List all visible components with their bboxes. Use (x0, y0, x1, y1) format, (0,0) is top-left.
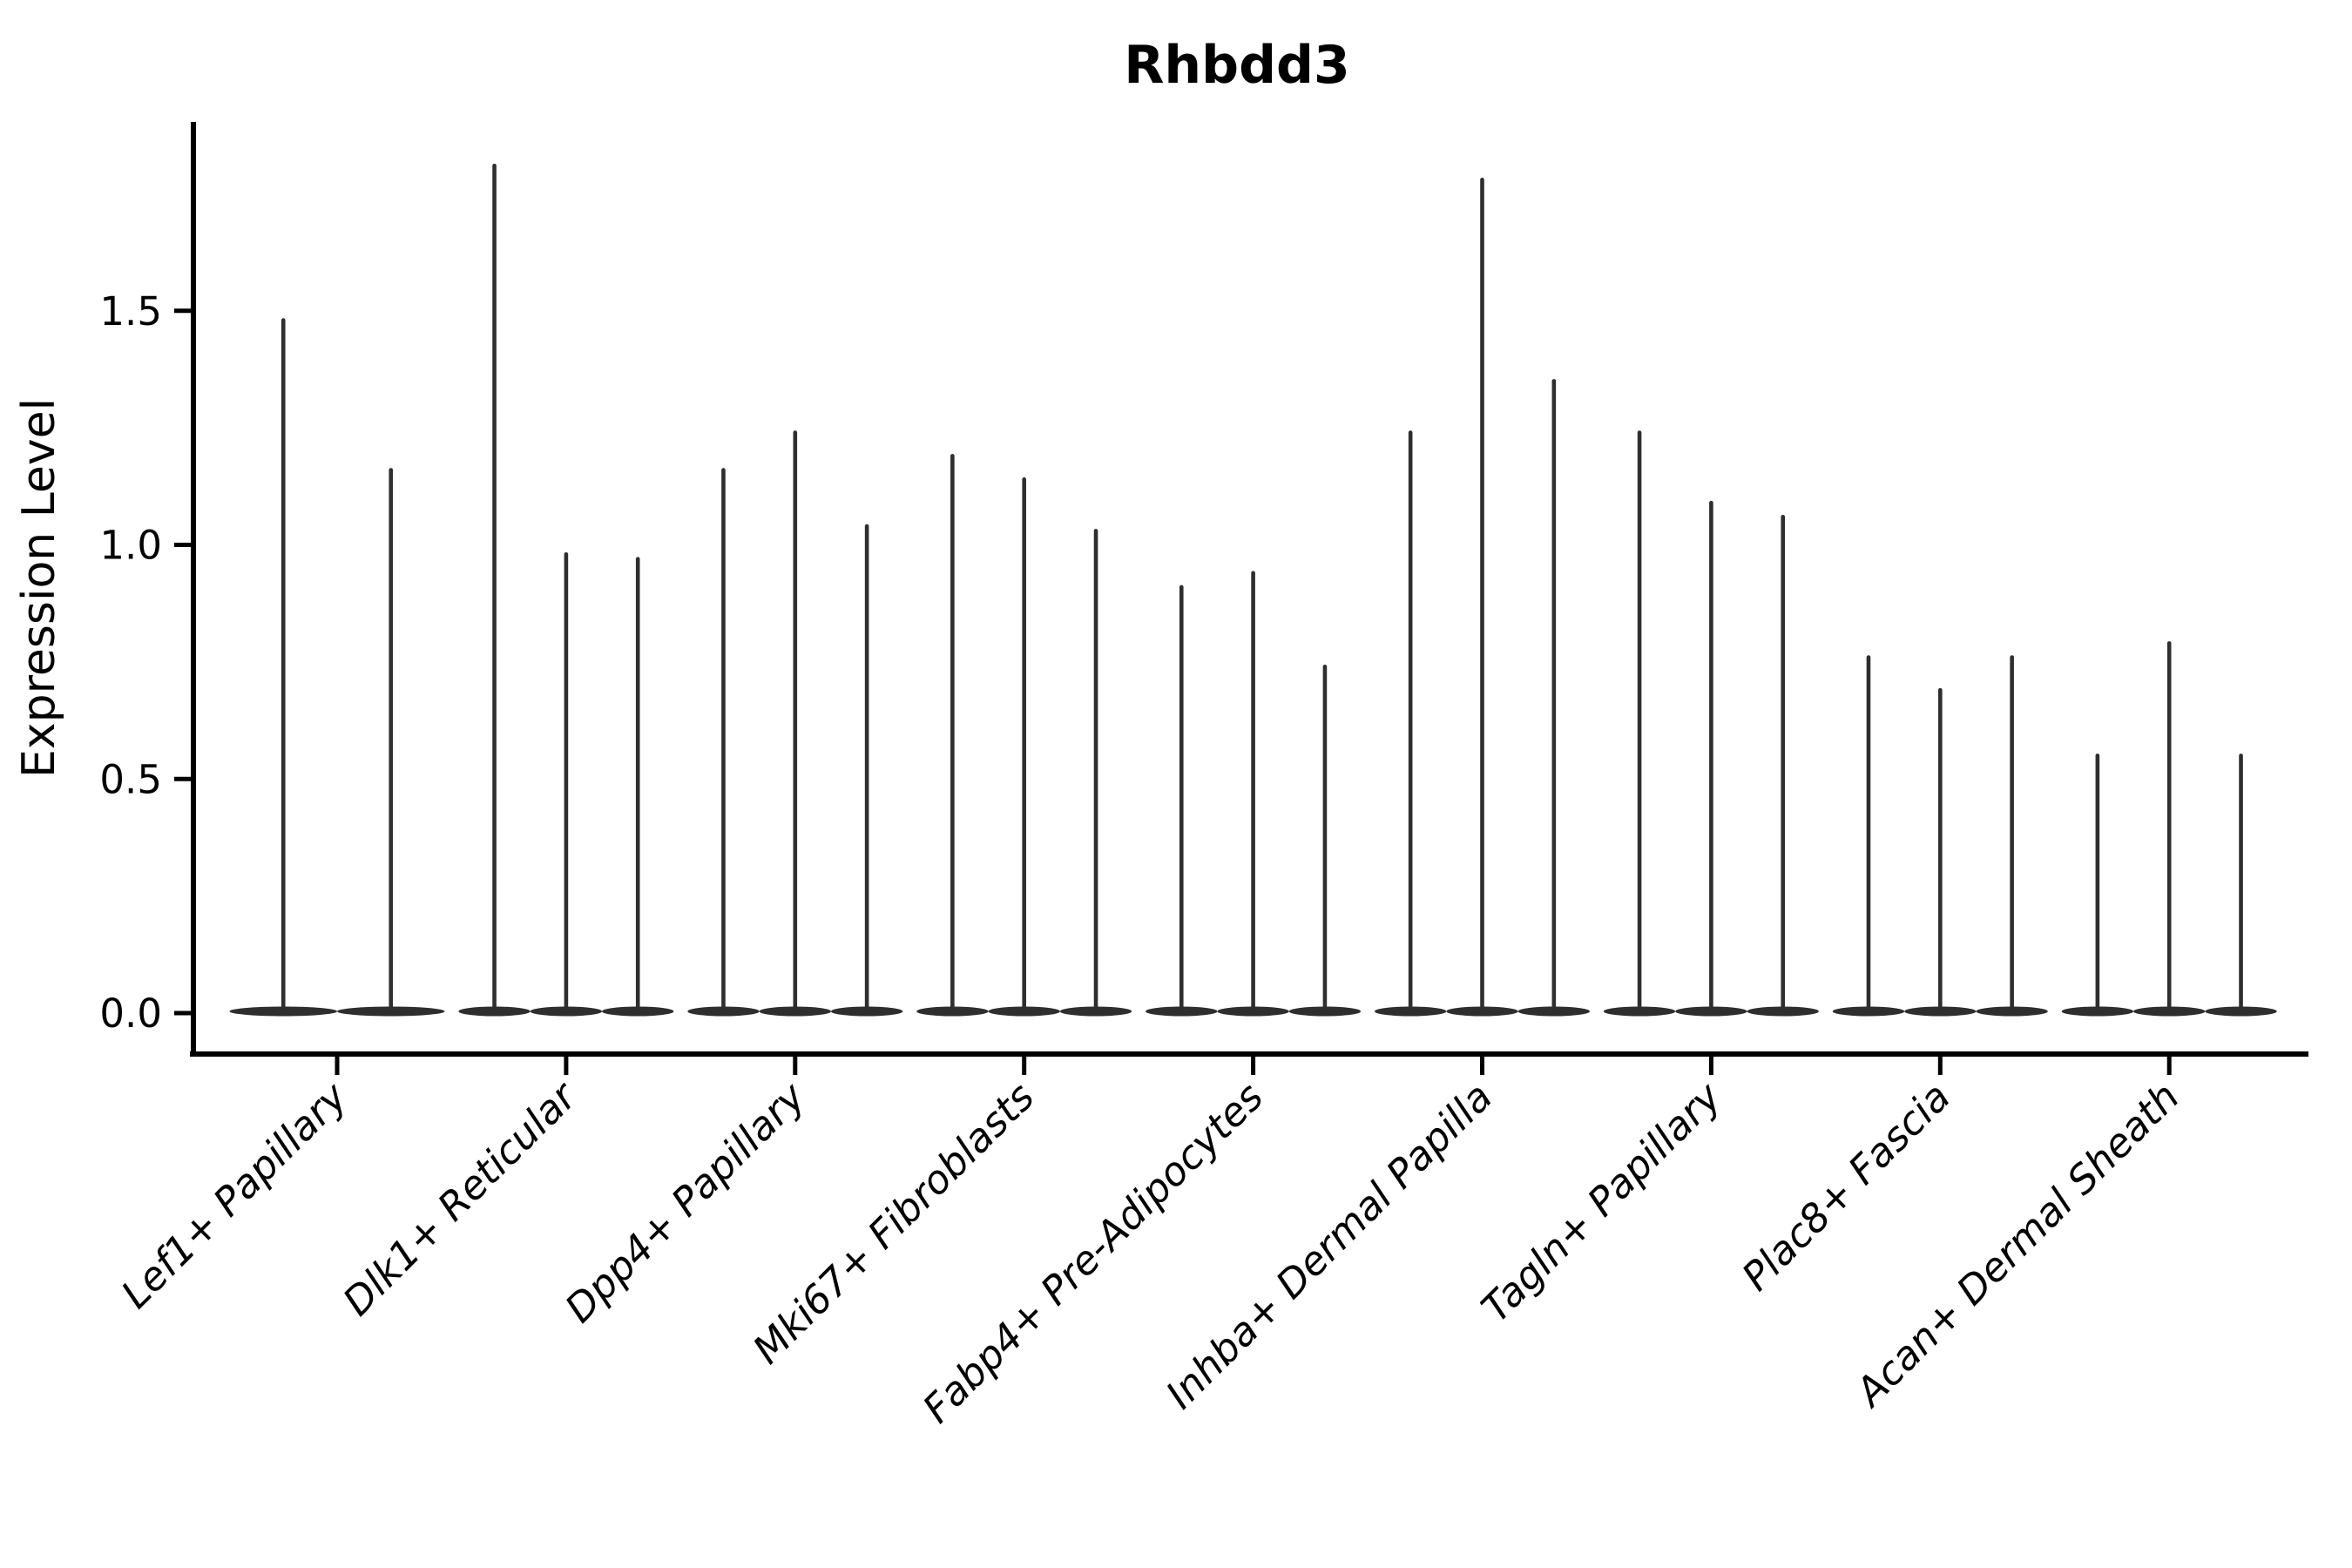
y-tick-label: 1.5 (99, 288, 162, 335)
y-tick-label: 0.0 (99, 990, 162, 1037)
x-tick-label: Plac8+ Fascia (1733, 1073, 1959, 1300)
plot-title: Rhbdd3 (1124, 35, 1350, 96)
x-tick-label: Lef1+ Papillary (112, 1072, 357, 1317)
y-tick-label: 0.5 (99, 756, 162, 802)
y-axis-label: Expression Level (13, 398, 65, 778)
x-tick-label: Dpp4+ Papillary (556, 1072, 814, 1331)
y-tick-label: 1.0 (99, 523, 162, 569)
x-tick-label: Dlk1+ Reticular (334, 1072, 586, 1325)
x-tick-label: Tagln+ Papillary (1472, 1072, 1731, 1331)
